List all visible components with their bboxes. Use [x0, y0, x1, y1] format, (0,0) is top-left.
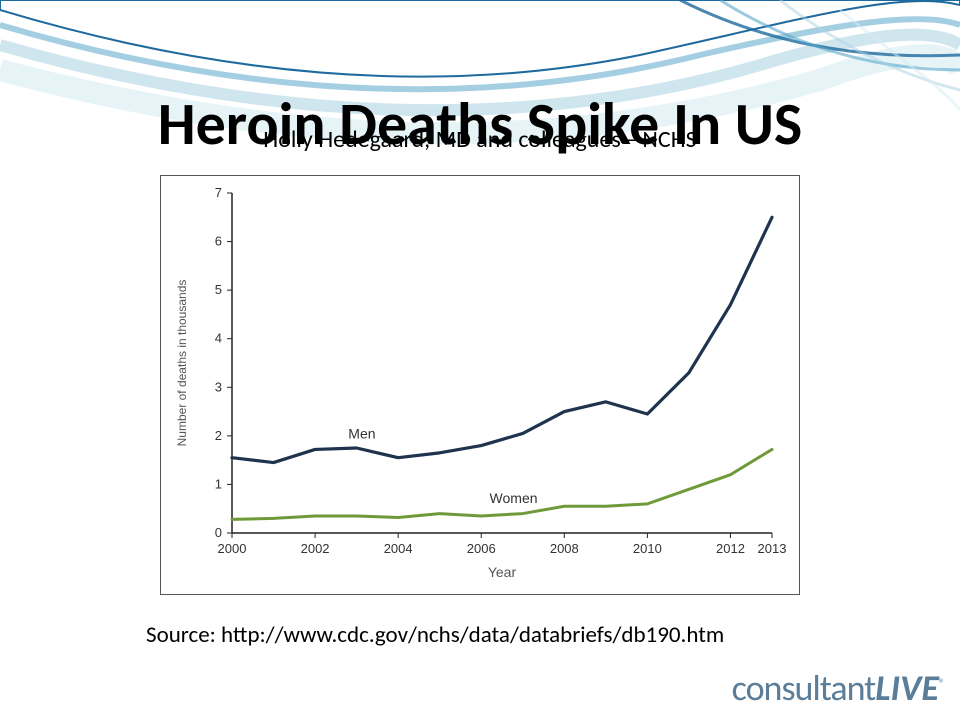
series-line-women: [232, 449, 772, 519]
slide-subtitle: Holly Hedegaard, MD and colleagues—NCHS: [0, 125, 960, 154]
source-text: Source: http://www.cdc.gov/nchs/data/dat…: [146, 621, 724, 649]
y-tick-label: 5: [215, 282, 222, 297]
source-citation: Source: http://www.cdc.gov/nchs/data/dat…: [146, 621, 724, 649]
x-tick-label: 2004: [384, 541, 413, 556]
y-tick-label: 7: [215, 185, 222, 200]
x-axis-label: Year: [488, 564, 517, 580]
x-tick-label: 2010: [633, 541, 662, 556]
brand-word-2: LIVE: [875, 666, 939, 710]
x-tick-label: 2008: [550, 541, 579, 556]
y-axis-label: Number of deaths in thousands: [175, 280, 189, 447]
brand-word-1: consultant: [732, 666, 876, 710]
brand-registered: ®: [939, 677, 944, 691]
series-label-women: Women: [490, 490, 538, 506]
y-tick-label: 3: [215, 379, 222, 394]
slide: { "title": { "text": "Heroin Deaths Spik…: [0, 0, 960, 720]
x-tick-label: 2000: [218, 541, 247, 556]
series-label-men: Men: [348, 425, 375, 441]
slide-subtitle-text: Holly Hedegaard, MD and colleagues—NCHS: [263, 125, 696, 154]
y-tick-label: 4: [215, 331, 222, 346]
y-tick-label: 6: [215, 234, 222, 249]
series-line-men: [232, 217, 772, 462]
x-tick-label: 2002: [301, 541, 330, 556]
y-tick-label: 1: [215, 476, 222, 491]
brand-logo: consultantLIVE®: [732, 666, 944, 710]
x-tick-label: 2006: [467, 541, 496, 556]
line-chart: 0 1 2 3 4 5 6 7 2000 2002 2004 2006 2008 2010 2012 2013…: [160, 175, 800, 595]
x-tick-label: 2012: [716, 541, 745, 556]
y-tick-label: 2: [215, 428, 222, 443]
x-tick-label: 2013: [758, 541, 787, 556]
y-tick-label: 0: [215, 525, 222, 540]
chart-container: 0 1 2 3 4 5 6 7 2000 2002 2004 2006 2008 2010 2012 2013…: [160, 175, 800, 595]
